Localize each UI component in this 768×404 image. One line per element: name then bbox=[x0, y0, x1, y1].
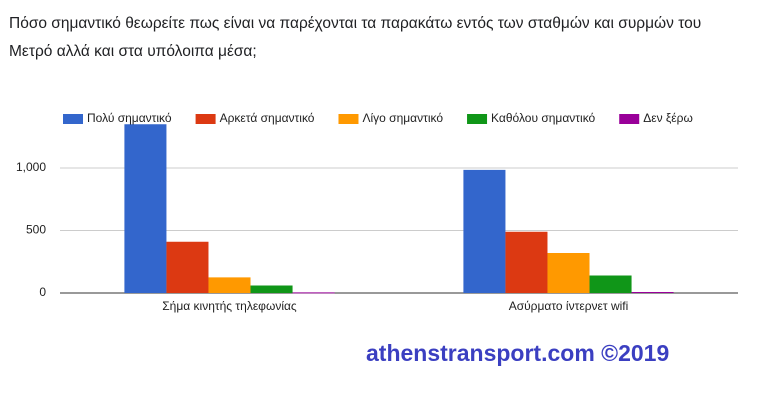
bar bbox=[208, 277, 251, 293]
bar bbox=[589, 275, 632, 293]
x-tick-label: Σήμα κινητής τηλεφωνίας bbox=[162, 299, 297, 313]
bar bbox=[547, 253, 590, 293]
legend-label: Πολύ σημαντικό bbox=[87, 111, 172, 125]
legend-swatch bbox=[338, 114, 359, 124]
bar bbox=[505, 231, 548, 293]
legend-swatch bbox=[619, 114, 640, 124]
bar bbox=[124, 124, 167, 293]
bar bbox=[250, 285, 293, 293]
legend-swatch bbox=[63, 114, 83, 124]
legend-label: Λίγο σημαντικό bbox=[362, 111, 443, 125]
legend-label: Καθόλου σημαντικό bbox=[491, 111, 595, 125]
bar bbox=[166, 241, 209, 293]
chart-title: Πόσο σημαντικό θεωρείτε πως είναι να παρ… bbox=[9, 15, 702, 60]
bar bbox=[292, 292, 335, 294]
bar bbox=[631, 292, 674, 293]
y-tick-label: 0 bbox=[39, 285, 46, 299]
legend-swatch bbox=[195, 114, 216, 124]
watermark: athenstransport.com ©2019 bbox=[366, 340, 670, 366]
x-tick-label: Ασύρματο ίντερνετ wifi bbox=[509, 299, 629, 313]
legend-label: Δεν ξέρω bbox=[643, 111, 693, 125]
y-tick-label: 1,000 bbox=[16, 160, 46, 174]
bar bbox=[463, 169, 506, 293]
y-tick-label: 500 bbox=[26, 223, 46, 237]
legend-swatch bbox=[467, 114, 488, 124]
legend-label: Αρκετά σημαντικό bbox=[220, 111, 315, 125]
